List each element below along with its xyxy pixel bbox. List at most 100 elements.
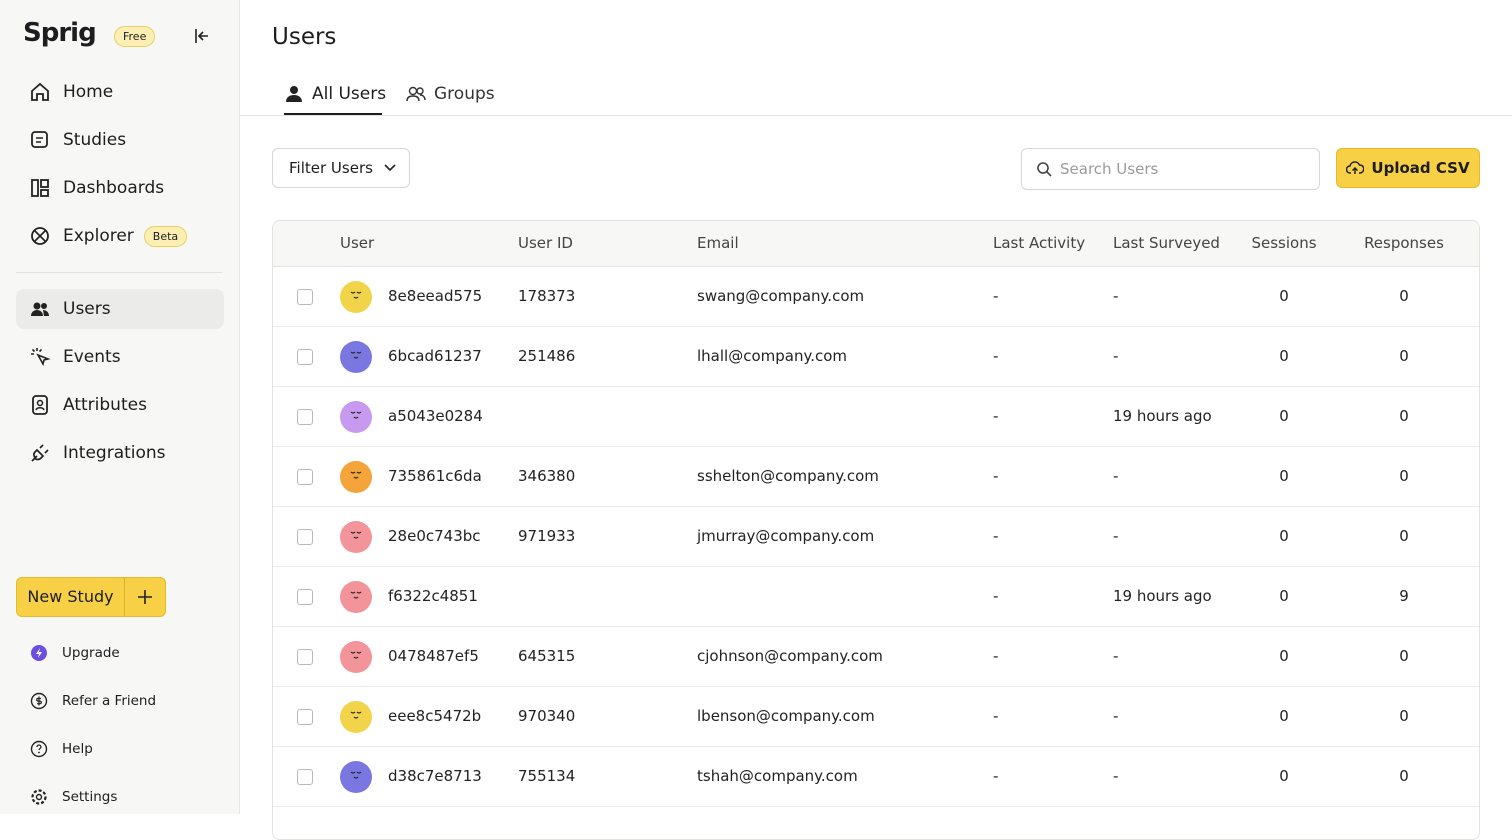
footer-upgrade[interactable]: Upgrade — [30, 641, 120, 665]
cell-last-activity: - — [993, 467, 999, 485]
nav-home[interactable]: Home — [16, 72, 224, 112]
row-checkbox[interactable] — [297, 649, 313, 665]
cell-last-surveyed: - — [1113, 467, 1119, 485]
cell-last-surveyed: - — [1113, 707, 1119, 725]
avatar — [340, 281, 372, 313]
row-divider — [273, 806, 1479, 807]
nav-events[interactable]: Events — [16, 337, 224, 377]
footer-label: Upgrade — [62, 645, 120, 661]
avatar — [340, 581, 372, 613]
row-checkbox[interactable] — [297, 469, 313, 485]
cell-user-id: 251486 — [518, 347, 576, 365]
nav-integrations[interactable]: Integrations — [16, 433, 224, 473]
row-checkbox[interactable] — [297, 529, 313, 545]
cell-last-activity: - — [993, 587, 999, 605]
tab-groups[interactable]: Groups — [405, 84, 495, 104]
cell-last-activity: - — [993, 767, 999, 785]
cell-user-id: 346380 — [518, 467, 576, 485]
cell-user: d38c7e8713 — [388, 767, 482, 785]
nav-label: Events — [63, 347, 121, 367]
footer-refer[interactable]: Refer a Friend — [30, 689, 156, 713]
cell-email: sshelton@company.com — [697, 467, 879, 485]
cell-user: 735861c6da — [388, 467, 482, 485]
users-table: User User ID Email Last Activity Last Survey… — [272, 220, 1480, 840]
footer-help[interactable]: Help — [30, 737, 93, 761]
cell-responses: 0 — [1399, 347, 1409, 365]
row-checkbox[interactable] — [297, 349, 313, 365]
collapse-icon[interactable] — [194, 28, 210, 44]
cell-responses: 0 — [1399, 467, 1409, 485]
search-input[interactable]: Search Users — [1021, 148, 1320, 190]
avatar — [340, 761, 372, 793]
upload-csv-button[interactable]: Upload CSV — [1336, 148, 1480, 188]
row-checkbox[interactable] — [297, 589, 313, 605]
cell-last-surveyed: - — [1113, 347, 1119, 365]
footer-label: Settings — [62, 789, 118, 805]
cell-sessions: 0 — [1279, 467, 1289, 485]
nav-studies[interactable]: Studies — [16, 120, 224, 160]
column-header: User — [340, 234, 375, 252]
row-checkbox[interactable] — [297, 289, 313, 305]
column-header: User ID — [518, 234, 573, 252]
nav-label: Explorer — [63, 226, 134, 246]
cell-responses: 0 — [1399, 767, 1409, 785]
nav-dashboards[interactable]: Dashboards — [16, 168, 224, 208]
row-divider — [273, 506, 1479, 507]
cell-last-surveyed: - — [1113, 287, 1119, 305]
avatar — [340, 401, 372, 433]
footer-label: Help — [62, 741, 93, 757]
cell-last-surveyed: - — [1113, 647, 1119, 665]
filter-button[interactable]: Filter Users — [272, 148, 410, 188]
cell-responses: 9 — [1399, 587, 1409, 605]
cell-email: cjohnson@company.com — [697, 647, 883, 665]
row-divider — [273, 746, 1479, 747]
cell-last-surveyed: - — [1113, 527, 1119, 545]
logo[interactable]: Sprig — [23, 18, 97, 48]
cell-sessions: 0 — [1279, 647, 1289, 665]
cell-last-activity: - — [993, 347, 999, 365]
row-divider — [273, 686, 1479, 687]
tab-all-users[interactable]: All Users — [284, 84, 386, 104]
row-checkbox[interactable] — [297, 769, 313, 785]
cell-email: swang@company.com — [697, 287, 865, 305]
cell-user: a5043e0284 — [388, 407, 483, 425]
cell-email: lhall@company.com — [697, 347, 847, 365]
nav-label: Studies — [63, 130, 127, 150]
tab-label: All Users — [312, 84, 387, 104]
new-study-button[interactable]: New Study — [16, 577, 166, 617]
nav-explorer[interactable]: Explorer Beta — [16, 216, 224, 256]
nav-label: Home — [63, 82, 114, 102]
cell-user-id: 970340 — [518, 707, 576, 725]
cell-email: lbenson@company.com — [697, 707, 875, 725]
footer-settings[interactable]: Settings — [30, 785, 117, 809]
tab-underline — [284, 113, 382, 116]
column-header: Last Activity — [993, 234, 1086, 252]
avatar — [340, 521, 372, 553]
cell-sessions: 0 — [1279, 347, 1289, 365]
nav-label: Users — [63, 299, 111, 319]
cell-last-activity: - — [993, 647, 999, 665]
cell-responses: 0 — [1399, 407, 1409, 425]
row-divider — [273, 446, 1479, 447]
cell-sessions: 0 — [1279, 587, 1289, 605]
footer-label: Refer a Friend — [62, 693, 157, 709]
cell-user-id: 645315 — [518, 647, 576, 665]
cell-sessions: 0 — [1279, 707, 1289, 725]
cell-user-id: 971933 — [518, 527, 576, 545]
nav-users[interactable]: Users — [16, 289, 224, 329]
row-checkbox[interactable] — [297, 709, 313, 725]
cell-user-id: 755134 — [518, 767, 576, 785]
button-label: New Study — [17, 578, 125, 616]
column-header: Last Surveyed — [1113, 234, 1220, 252]
column-header: Email — [697, 234, 739, 252]
search-placeholder: Search Users — [1060, 160, 1159, 178]
row-checkbox[interactable] — [297, 409, 313, 425]
cell-sessions: 0 — [1279, 767, 1289, 785]
table-header — [273, 221, 1479, 267]
cell-last-activity: - — [993, 287, 999, 305]
avatar — [340, 341, 372, 373]
cell-responses: 0 — [1399, 707, 1409, 725]
nav-attributes[interactable]: Attributes — [16, 385, 224, 425]
page: Sprig Free Home Studies Dashboards Explo… — [16, 0, 1512, 840]
cell-last-activity: - — [993, 527, 999, 545]
